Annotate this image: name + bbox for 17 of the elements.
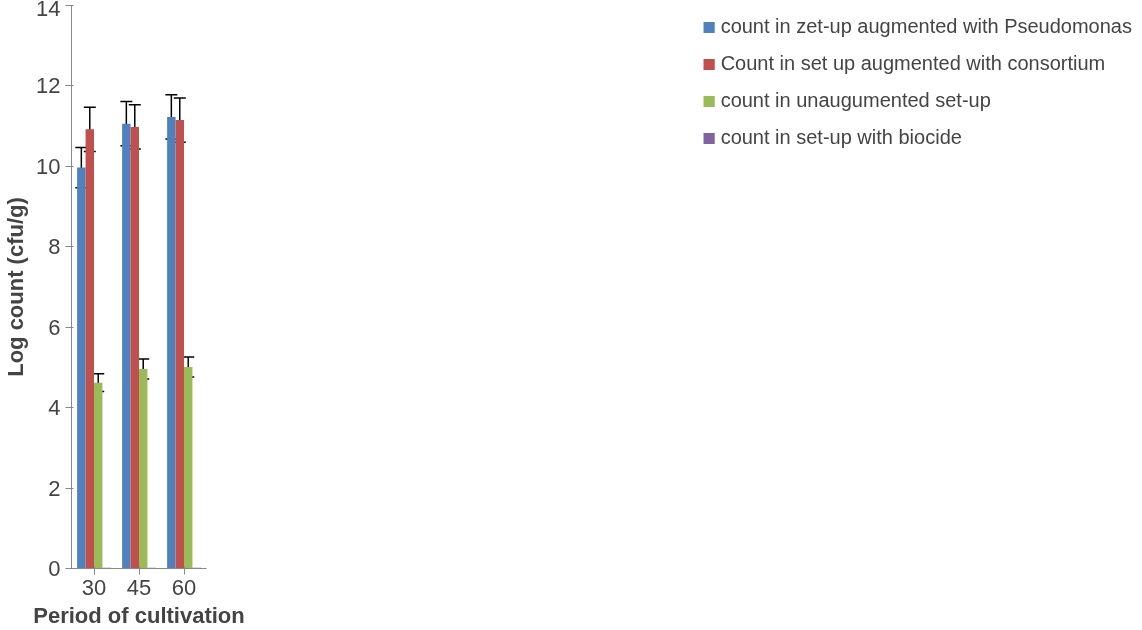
- y-tick-label: 10: [36, 153, 61, 179]
- y-tick-label: 0: [48, 556, 61, 581]
- y-tick-label: 6: [48, 314, 61, 340]
- y-tick-label: 2: [48, 475, 61, 501]
- x-axis-title: Period of cultivation: [33, 602, 245, 628]
- legend-label: count in unaugumented set-up: [720, 89, 991, 112]
- legend-label: count in set-up with biocide: [720, 126, 962, 149]
- y-tick-label: 4: [48, 395, 61, 421]
- x-tick-label: 30: [81, 574, 107, 600]
- y-tick-label: 14: [36, 0, 61, 21]
- y-tick-label: 12: [36, 73, 61, 99]
- legend-label: Count in set up augmented with consortium: [720, 52, 1106, 75]
- y-axis-title: Log count (cfu/g): [3, 197, 29, 377]
- x-tick-label: 45: [126, 574, 152, 600]
- x-tick-label: 60: [171, 574, 197, 600]
- y-tick-label: 8: [48, 234, 61, 260]
- legend-label: count in zet-up augmented with Pseudomonas: [720, 15, 1132, 38]
